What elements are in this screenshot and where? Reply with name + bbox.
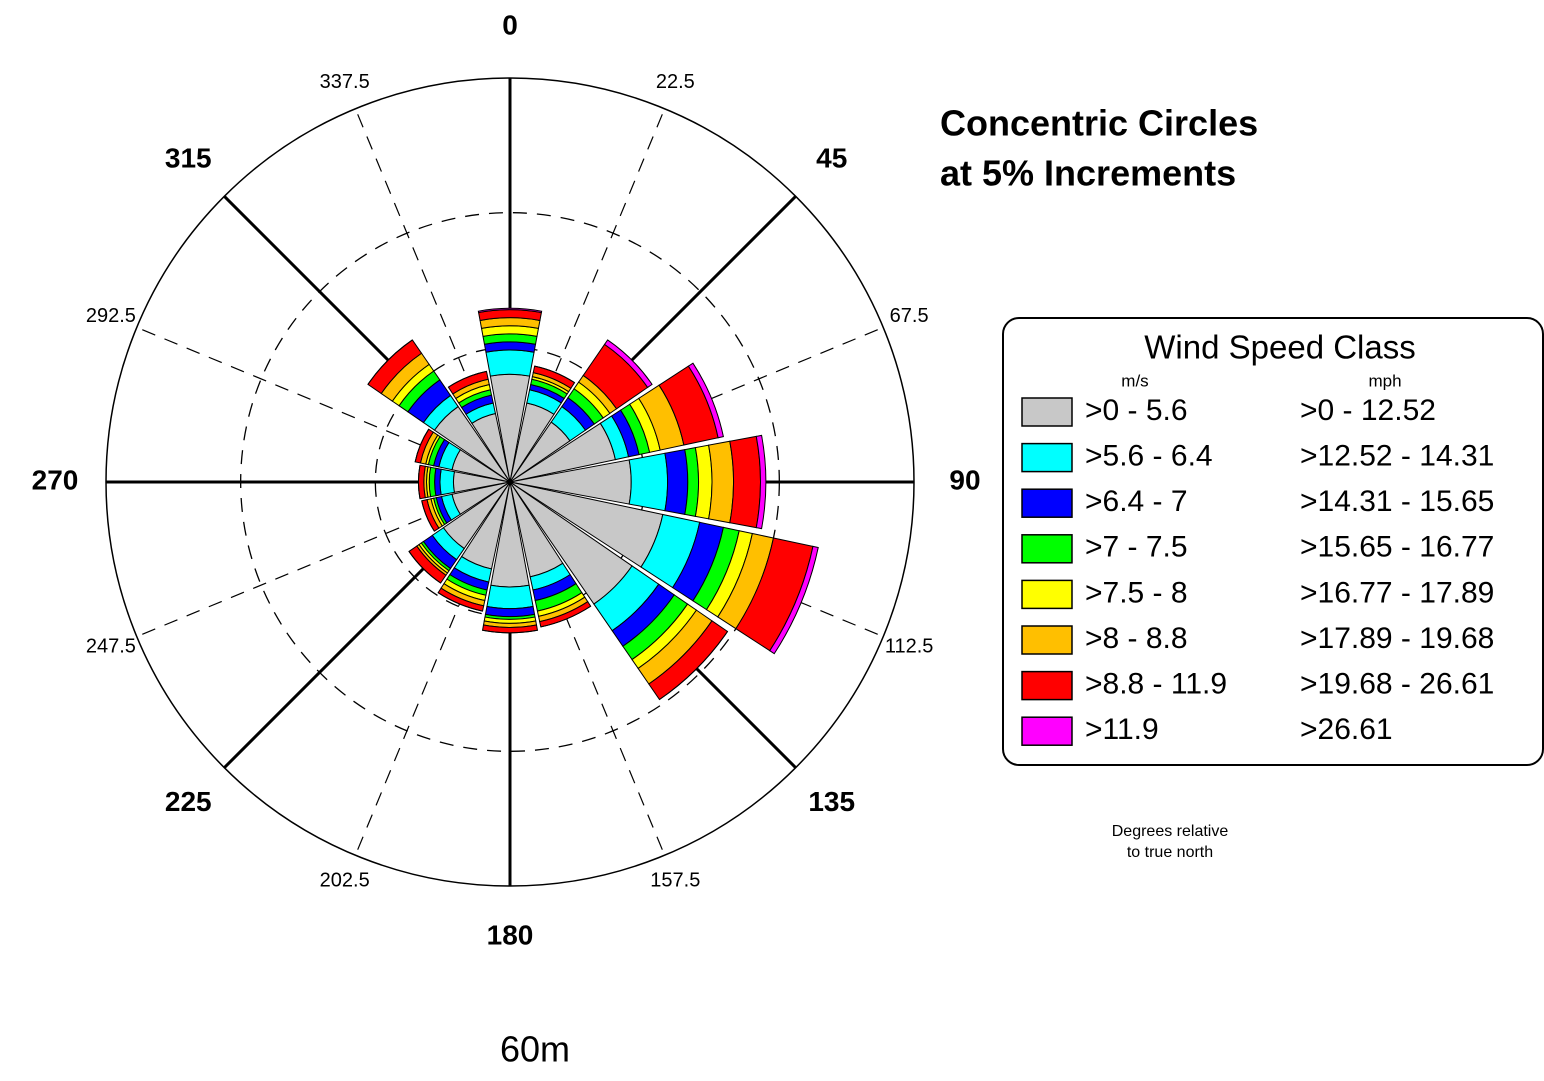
legend-swatch	[1021, 534, 1073, 564]
wedge-segment	[659, 631, 728, 700]
legend-label: >7.5 - 8	[1085, 576, 1188, 609]
legend-label: >12.52 - 14.31	[1300, 440, 1494, 473]
range-circle	[105, 77, 915, 887]
wedge-segment	[603, 339, 653, 389]
wedge-segment	[708, 440, 734, 524]
title-line: Concentric Circles	[940, 103, 1258, 144]
range-circle	[240, 212, 780, 752]
legend-label: >8 - 8.8	[1085, 622, 1188, 655]
spoke	[136, 326, 511, 483]
direction-label: 135	[808, 786, 855, 817]
spoke	[136, 481, 511, 638]
direction-label: 0	[502, 9, 518, 40]
legend-swatch	[1021, 670, 1073, 701]
spoke	[509, 108, 666, 483]
direction-label: 90	[949, 464, 980, 495]
wedge-segment	[687, 362, 724, 439]
direction-label: 157.5	[650, 869, 700, 891]
wedge-segment	[534, 365, 575, 384]
legend-label: >7 - 7.5	[1085, 531, 1188, 564]
legend-label: >26.61	[1300, 713, 1393, 746]
direction-label: 270	[32, 464, 79, 495]
legend-swatch	[1021, 397, 1073, 427]
wedge-segment	[486, 584, 534, 610]
direction-label: 67.5	[890, 305, 929, 327]
caption: 60m	[500, 1029, 570, 1070]
wedge-segment	[477, 307, 543, 314]
legend-box	[1002, 317, 1544, 766]
wedge-segment	[755, 434, 767, 530]
legend-swatch	[1021, 625, 1073, 655]
legend-label: >0 - 5.6	[1085, 394, 1188, 427]
spoke	[354, 108, 511, 483]
legend-swatch	[1021, 488, 1073, 518]
legend-label: >0 - 12.52	[1300, 394, 1436, 427]
wedge-segment	[448, 370, 487, 388]
legend-swatch	[1021, 716, 1073, 746]
wedge-segment	[540, 605, 591, 628]
direction-label: 337.5	[320, 71, 370, 93]
wedge-segment	[769, 545, 819, 655]
direction-label: 315	[165, 143, 212, 174]
direction-label: 292.5	[86, 305, 136, 327]
wedge-segment	[414, 428, 430, 462]
legend-swatch	[1021, 442, 1073, 473]
legend-label: >11.9	[1085, 713, 1159, 746]
direction-label: 180	[487, 919, 534, 950]
legend-label: >16.77 - 17.89	[1300, 576, 1494, 609]
annotation: Degrees relative	[1112, 823, 1229, 840]
direction-label: 22.5	[656, 71, 695, 93]
wedge-segment	[439, 468, 455, 496]
wedge-segment	[664, 449, 689, 515]
legend-label: >14.31 - 15.65	[1300, 485, 1494, 518]
direction-label: 45	[816, 143, 847, 174]
legend-header: m/s	[1121, 371, 1148, 390]
direction-label: 225	[165, 786, 212, 817]
wedge-segment	[729, 435, 761, 529]
legend-label: >5.6 - 6.4	[1085, 440, 1213, 473]
direction-label: 112.5	[885, 636, 934, 658]
spoke	[509, 481, 666, 856]
wedge-segment	[485, 349, 535, 377]
legend-label: >19.68 - 26.61	[1300, 668, 1494, 701]
legend-label: >15.65 - 16.77	[1300, 531, 1494, 564]
title-line: at 5% Increments	[940, 153, 1236, 194]
legend-label: >6.4 - 7	[1085, 485, 1188, 518]
direction-label: 202.5	[320, 869, 370, 891]
legend-swatch	[1021, 579, 1073, 610]
spoke	[354, 481, 511, 856]
wedge-segment	[628, 452, 669, 512]
legend-label: >17.89 - 19.68	[1300, 622, 1494, 655]
direction-label: 247.5	[86, 636, 136, 658]
legend-label: >8.8 - 11.9	[1085, 668, 1227, 701]
legend-title: Wind Speed Class	[1144, 329, 1415, 366]
annotation: to true north	[1127, 844, 1213, 861]
legend-header: mph	[1368, 371, 1401, 390]
